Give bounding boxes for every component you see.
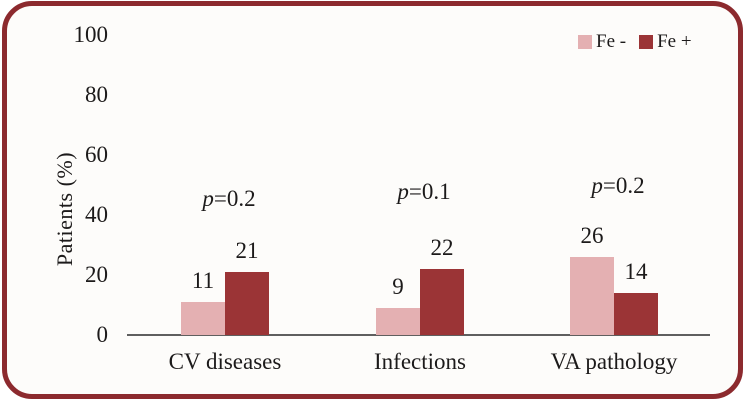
bar-fe-plus	[420, 269, 464, 335]
bar-value-label: 14	[624, 259, 648, 284]
y-tick-label: 60	[85, 142, 108, 167]
legend-label: Fe +	[657, 31, 692, 52]
bar-fe-plus	[225, 272, 269, 335]
y-tick-label: 0	[96, 322, 109, 347]
category-label: CV diseases	[168, 349, 282, 374]
y-tick-label: 40	[85, 202, 108, 227]
category-label: VA pathology	[550, 349, 678, 374]
legend-label: Fe -	[596, 31, 627, 52]
category-label: Infections	[374, 349, 466, 374]
legend-item: Fe +	[639, 31, 692, 53]
bar-value-label: 11	[191, 268, 215, 293]
x-axis-line	[127, 334, 710, 336]
legend-swatch-icon	[639, 35, 654, 49]
p-value-annotation: p=0.2	[591, 173, 645, 198]
bar-fe-plus	[614, 293, 658, 335]
legend-swatch-icon	[578, 35, 592, 49]
y-tick-label: 100	[73, 22, 109, 47]
bar-fe-minus	[181, 302, 225, 335]
y-tick-label: 20	[85, 262, 108, 287]
legend: Fe - Fe +	[578, 31, 692, 53]
p-value-annotation: p=0.2	[202, 186, 256, 211]
legend-item: Fe -	[578, 31, 626, 53]
bar-value-label: 26	[580, 223, 604, 248]
bar-value-label: 21	[235, 238, 259, 263]
y-tick-label: 80	[85, 82, 108, 107]
bar-value-label: 22	[430, 235, 454, 260]
bar-fe-minus	[376, 308, 420, 335]
p-value-annotation: p=0.1	[397, 179, 451, 204]
bar-value-label: 9	[392, 274, 404, 299]
bar-fe-minus	[570, 257, 614, 335]
